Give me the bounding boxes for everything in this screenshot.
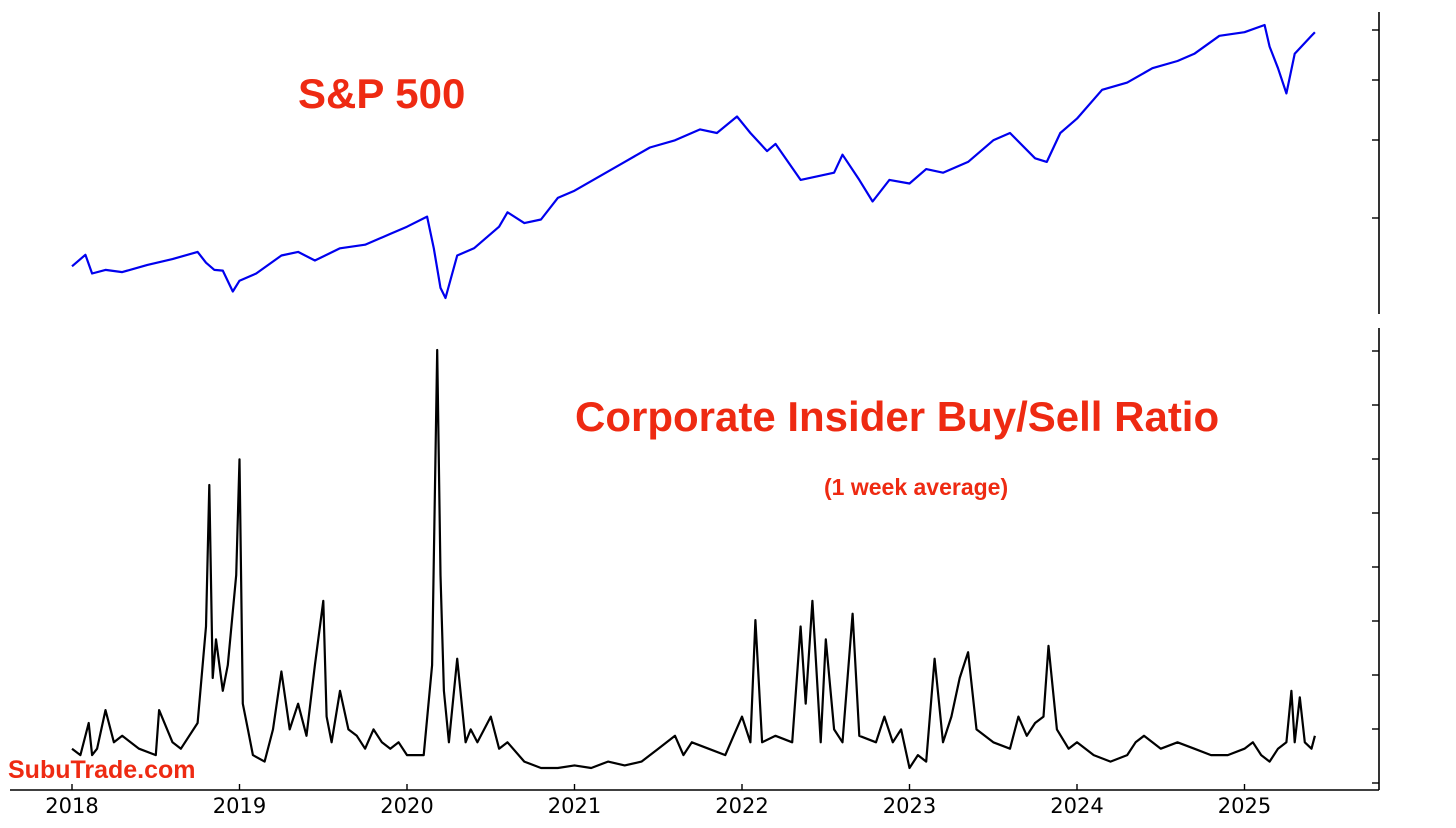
x-tick-label: 2024 (1050, 794, 1103, 818)
ratio-y-ticks (1372, 350, 1379, 784)
sp500-title: S&P 500 (298, 70, 466, 117)
sp500-y-ticks (1372, 29, 1379, 219)
x-tick-label: 2025 (1218, 794, 1271, 818)
x-tick-label: 2021 (548, 794, 601, 818)
ratio-subtitle: (1 week average) (824, 474, 1009, 500)
ratio-panel: 2018 2019 2020 2021 2022 2023 2024 2025 (10, 328, 1380, 818)
sp500-series-line (71, 23, 1316, 300)
x-tick-label: 2018 (45, 794, 98, 818)
ratio-series-line (71, 348, 1316, 770)
ratio-title: Corporate Insider Buy/Sell Ratio (575, 393, 1220, 440)
x-tick-label: 2019 (213, 794, 266, 818)
x-axis-ticks: 2018 2019 2020 2021 2022 2023 2024 2025 (45, 784, 1271, 818)
x-tick-label: 2022 (715, 794, 768, 818)
x-tick-label: 2023 (883, 794, 936, 818)
watermark-logo: SubuTrade.com (8, 756, 196, 784)
sp500-panel (71, 12, 1380, 314)
x-tick-label: 2020 (380, 794, 433, 818)
